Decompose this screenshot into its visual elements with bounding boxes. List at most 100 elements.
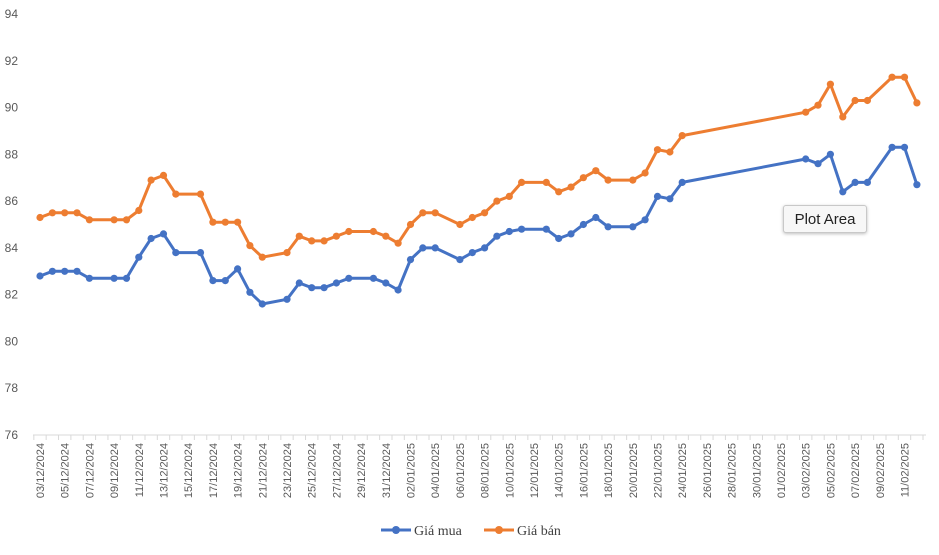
series-1-point-8 — [147, 176, 155, 184]
x-tick-label-31: 03/02/2025 — [801, 443, 813, 498]
x-tick-label-3: 09/12/2024 — [109, 443, 121, 498]
x-tick-label-35: 11/02/2025 — [900, 443, 912, 497]
y-tick-label-1: 78 — [5, 381, 19, 395]
y-tick-label-5: 86 — [5, 194, 19, 208]
y-tick-label-6: 88 — [5, 147, 19, 161]
series-0-point-2 — [61, 267, 69, 275]
series-0-point-32 — [493, 232, 501, 240]
series-0-point-38 — [579, 220, 588, 229]
x-tick-label-8: 19/12/2024 — [233, 443, 245, 498]
x-tick-label-25: 22/01/2025 — [653, 443, 665, 498]
series-0-point-18 — [295, 279, 303, 287]
series-0-point-40 — [604, 223, 612, 231]
series-1-point-3 — [73, 209, 81, 217]
x-tick-label-24: 20/01/2025 — [628, 443, 640, 498]
y-tick-label-0: 76 — [5, 428, 19, 442]
series-0-point-14 — [234, 265, 242, 273]
series-0-point-11 — [196, 249, 205, 257]
series-0-point-24 — [382, 279, 390, 287]
x-tick-label-9: 21/12/2024 — [257, 443, 269, 498]
series-1-point-29 — [456, 220, 464, 229]
series-1-point-26 — [406, 220, 415, 229]
series-1-point-43 — [653, 146, 662, 154]
series-1-point-42 — [641, 169, 649, 177]
series-1-point-48 — [826, 80, 835, 88]
y-tick-label-3: 82 — [5, 288, 19, 302]
series-1-point-12 — [209, 218, 217, 226]
x-tick-label-0: 03/12/2024 — [35, 443, 47, 498]
x-tick-label-11: 25/12/2024 — [307, 443, 319, 498]
series-0-point-51 — [863, 178, 872, 186]
series-1-point-45 — [678, 132, 686, 140]
x-tick-label-34: 09/02/2025 — [875, 443, 887, 498]
x-tick-label-6: 15/12/2024 — [183, 443, 195, 498]
y-tick-label-2: 80 — [5, 334, 19, 348]
series-1-point-9 — [159, 171, 168, 179]
series-1-point-22 — [345, 227, 353, 236]
x-tick-label-2: 07/12/2024 — [84, 443, 96, 498]
x-tick-label-15: 02/01/2025 — [406, 443, 418, 498]
x-tick-label-19: 10/01/2025 — [504, 443, 516, 498]
x-tick-label-20: 12/01/2025 — [529, 443, 541, 498]
y-tick-label-8: 92 — [5, 54, 19, 68]
series-0-point-13 — [221, 277, 229, 285]
series-1-point-14 — [234, 218, 242, 226]
series-0-point-1 — [48, 267, 57, 275]
series-0-point-49 — [839, 188, 847, 196]
series-1-point-23 — [369, 227, 377, 236]
x-tick-label-22: 16/01/2025 — [578, 443, 590, 498]
series-1-point-19 — [308, 237, 316, 245]
series-0-point-21 — [332, 279, 340, 287]
x-tick-label-21: 14/01/2025 — [554, 443, 566, 498]
series-0-point-52 — [888, 143, 896, 151]
series-1-point-21 — [332, 232, 340, 240]
legend-label-1: Giá bán — [517, 524, 561, 539]
y-tick-label-9: 94 — [5, 7, 19, 21]
series-1-point-50 — [851, 96, 859, 105]
x-axis: 03/12/2024 05/12/2024 07/12/2024 09/12/2024… — [33, 434, 926, 498]
x-tick-label-32: 05/02/2025 — [825, 443, 837, 498]
series-0-point-53 — [900, 143, 909, 151]
series-0-point-45 — [678, 178, 686, 186]
series-0-point-19 — [308, 284, 316, 292]
series-1-point-53 — [900, 73, 909, 81]
series-0-point-10 — [172, 249, 180, 257]
series-0-point-34 — [518, 225, 526, 233]
series-1-point-1 — [48, 209, 57, 217]
x-tick-label-28: 28/01/2025 — [727, 443, 739, 498]
x-tick-label-30: 01/02/2025 — [776, 443, 788, 498]
series-0-point-46 — [802, 155, 810, 163]
series-1-point-28 — [431, 209, 439, 217]
y-tick-label-7: 90 — [5, 101, 19, 115]
series-0-point-7 — [135, 253, 143, 261]
series-1-point-2 — [61, 209, 69, 217]
series-1-point-0 — [36, 213, 44, 222]
series-0-point-29 — [456, 256, 464, 264]
x-tick-label-27: 26/01/2025 — [702, 443, 714, 498]
series-0-point-15 — [246, 288, 254, 296]
series-1-point-11 — [196, 190, 205, 198]
y-tick-label-4: 84 — [5, 241, 19, 255]
x-tick-label-13: 29/12/2024 — [356, 443, 368, 498]
x-tick-label-33: 07/02/2025 — [850, 443, 862, 498]
x-tick-label-26: 24/01/2025 — [677, 443, 689, 498]
series-1-point-4 — [85, 216, 93, 224]
series-layer — [36, 73, 921, 308]
series-0-point-26 — [406, 256, 415, 264]
series-0-point-16 — [258, 300, 266, 308]
series-0-point-35 — [542, 225, 550, 233]
series-0-point-48 — [826, 150, 835, 158]
series-0-point-42 — [641, 216, 649, 224]
series-0-point-37 — [567, 230, 575, 238]
series-0-point-36 — [555, 234, 563, 243]
series-1-point-33 — [505, 192, 513, 200]
x-tick-label-7: 17/12/2024 — [208, 443, 220, 498]
series-1-point-7 — [135, 206, 143, 215]
series-1-point-34 — [518, 178, 526, 186]
x-tick-label-14: 31/12/2024 — [381, 443, 393, 498]
x-tick-label-17: 06/01/2025 — [455, 443, 467, 498]
series-0-point-17 — [283, 295, 291, 303]
series-0-point-44 — [666, 195, 674, 203]
